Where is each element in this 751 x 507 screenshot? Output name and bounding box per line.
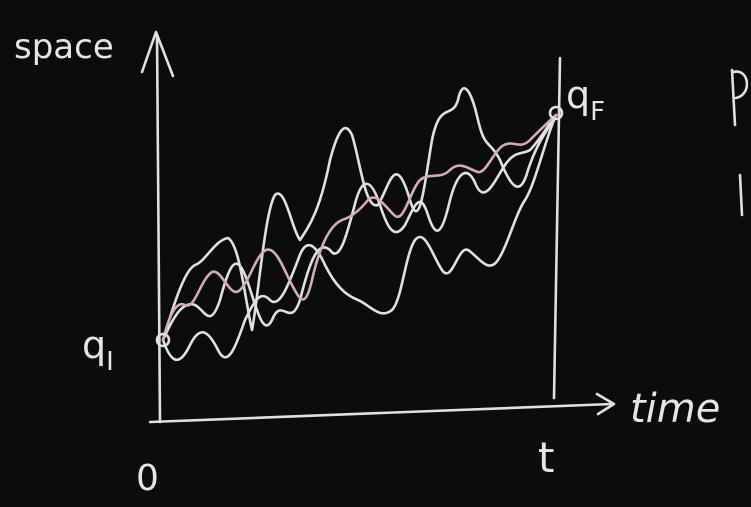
blackboard-diagram: space time 0 t qI qF <box>0 0 751 507</box>
start-subscript: I <box>106 347 114 377</box>
end-subscript: F <box>590 97 605 127</box>
origin-label: 0 <box>136 458 159 499</box>
start-symbol: q <box>82 323 106 367</box>
end-time-label: t <box>538 433 554 482</box>
time-label: time <box>630 386 720 432</box>
end-symbol: q <box>566 73 590 117</box>
space-label: space <box>14 27 114 67</box>
